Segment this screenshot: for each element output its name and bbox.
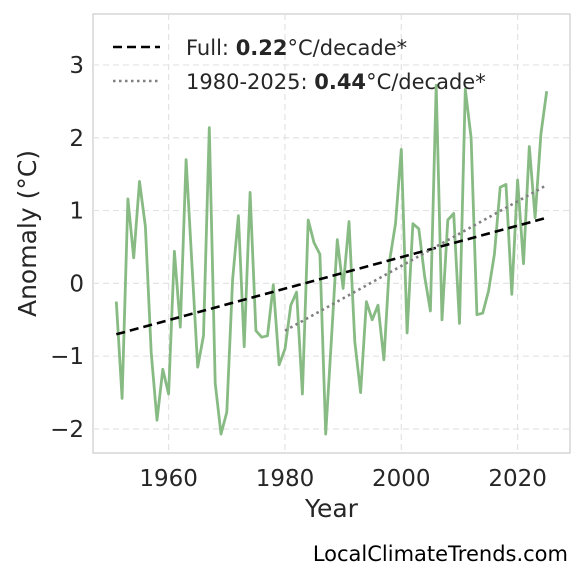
legend-recent-rate: 0.44 bbox=[314, 70, 366, 94]
y-tick-label: 0 bbox=[69, 271, 84, 297]
x-tick-label: 1960 bbox=[139, 466, 198, 492]
legend-full-rate: 0.22 bbox=[236, 36, 288, 60]
trend-line-recent bbox=[284, 183, 548, 332]
legend-full-unit: °C/decade* bbox=[288, 36, 408, 60]
x-tick-label: 1980 bbox=[256, 466, 315, 492]
y-tick-label: 1 bbox=[69, 199, 84, 225]
legend-full-sep: : bbox=[222, 36, 236, 60]
y-tick-label: −1 bbox=[50, 344, 84, 370]
series-layer bbox=[114, 83, 549, 436]
credit-text: LocalClimateTrends.com bbox=[313, 542, 568, 566]
anomaly-series-line bbox=[114, 83, 549, 436]
legend-recent-sep: : bbox=[300, 70, 314, 94]
plot-background bbox=[92, 13, 571, 454]
ticks: 1960 1980 2000 2020 −2 −1 0 1 2 3 bbox=[50, 53, 547, 492]
legend-recent-unit: °C/decade* bbox=[366, 70, 486, 94]
trend-line-full bbox=[115, 216, 548, 336]
y-tick-label: −2 bbox=[50, 417, 84, 443]
x-tick-label: 2000 bbox=[372, 466, 431, 492]
x-tick-label: 2020 bbox=[488, 466, 547, 492]
legend-full-name: Full bbox=[186, 36, 222, 60]
legend-recent-name: 1980-2025 bbox=[186, 70, 300, 94]
y-axis-title: Anomaly (°C) bbox=[13, 150, 42, 317]
legend-label-full: Full: 0.22°C/decade* bbox=[186, 36, 407, 60]
y-tick-label: 2 bbox=[69, 126, 84, 152]
x-axis-title: Year bbox=[304, 494, 359, 523]
legend-label-recent: 1980-2025: 0.44°C/decade* bbox=[186, 70, 486, 94]
legend: Full: 0.22°C/decade* 1980-2025: 0.44°C/d… bbox=[113, 36, 486, 94]
y-tick-label: 3 bbox=[69, 53, 84, 79]
